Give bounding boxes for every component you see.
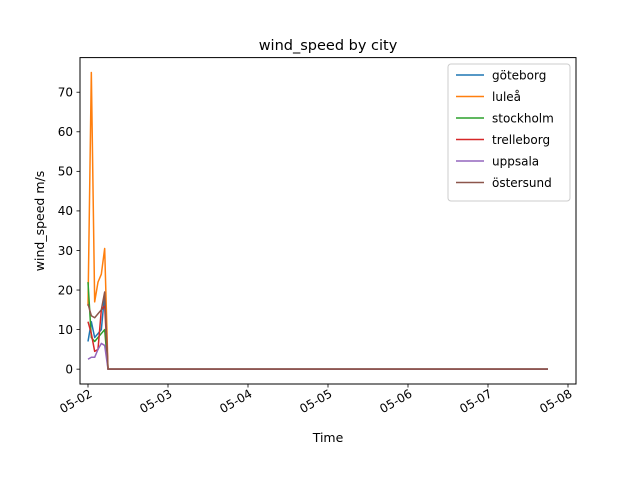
legend-label: stockholm (492, 111, 554, 125)
legend-label: östersund (492, 176, 552, 190)
series-line-0 (87, 293, 548, 370)
y-tick-label: 20 (58, 283, 73, 297)
x-tick-label: 05-05 (297, 386, 334, 416)
y-axis: 0 10 20 30 40 50 60 70 (58, 86, 80, 376)
chart-title: wind_speed by city (259, 38, 398, 54)
x-tick-label: 05-08 (537, 386, 574, 416)
x-tick-label: 05-02 (57, 386, 94, 416)
y-tick-label: 70 (58, 86, 73, 100)
legend-label: trelleborg (492, 133, 550, 147)
y-tick-label: 0 (65, 362, 73, 376)
legend: göteborg luleå stockholm trelleborg uppsala ö… (447, 63, 571, 202)
series-line-4 (87, 342, 548, 370)
series-line-3 (87, 305, 548, 370)
y-tick-label: 30 (58, 244, 73, 258)
y-tick-label: 10 (58, 323, 73, 337)
x-tick-label: 05-03 (137, 386, 174, 416)
series-line-5 (87, 291, 548, 370)
x-axis: 05-02 05-03 05-04 05-05 05-06 05-07 05-08 (57, 384, 575, 416)
x-axis-label: Time (312, 430, 344, 445)
legend-label: uppsala (492, 154, 539, 168)
x-tick-label: 05-06 (377, 386, 414, 416)
y-axis-label: wind_speed m/s (32, 171, 47, 271)
plot-series (87, 71, 548, 370)
legend-label: luleå (492, 90, 521, 104)
x-tick-label: 05-07 (457, 386, 494, 416)
series-line-2 (87, 282, 548, 370)
legend-label: göteborg (492, 68, 546, 82)
legend-box (447, 63, 571, 202)
y-tick-label: 50 (58, 165, 73, 179)
x-tick-label: 05-04 (217, 386, 254, 416)
y-tick-label: 40 (58, 204, 73, 218)
y-tick-label: 60 (58, 125, 73, 139)
